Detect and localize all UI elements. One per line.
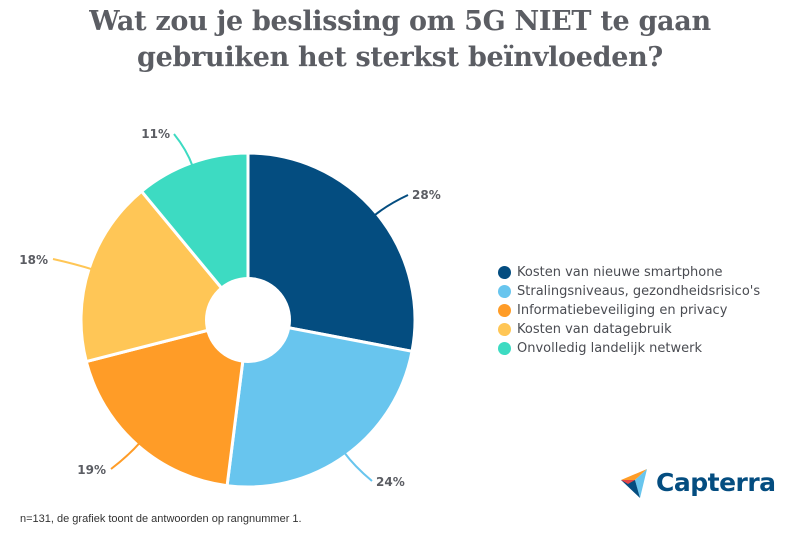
leader-line bbox=[342, 451, 373, 482]
legend-dot-icon bbox=[498, 266, 511, 279]
percentage-label: 18% bbox=[19, 253, 48, 267]
legend-label: Kosten van nieuwe smartphone bbox=[517, 265, 723, 280]
chart-title-line-2: gebruiken het sterkst beïnvloeden? bbox=[137, 42, 663, 73]
label-leader-lines bbox=[52, 133, 409, 482]
legend-label: Kosten van datagebruik bbox=[517, 322, 672, 337]
percentage-labels: 28% 24% 19% 18% 11% bbox=[19, 127, 440, 489]
legend-item[interactable]: Kosten van nieuwe smartphone bbox=[498, 263, 760, 282]
legend-dot-icon bbox=[498, 285, 511, 298]
leader-line bbox=[52, 258, 94, 271]
legend-dot-icon bbox=[498, 304, 511, 317]
donut-hole bbox=[205, 277, 291, 363]
chart-title: Wat zou je beslissing om 5G NIET te gaan… bbox=[0, 4, 800, 76]
leader-line bbox=[173, 133, 194, 167]
capterra-arrow-icon bbox=[621, 469, 647, 498]
legend-label: Informatiebeveiliging en privacy bbox=[517, 303, 728, 318]
leader-line bbox=[110, 441, 141, 470]
percentage-label: 19% bbox=[77, 463, 106, 477]
legend-item[interactable]: Onvolledig landelijk netwerk bbox=[498, 339, 760, 358]
legend: Kosten van nieuwe smartphone Stralingsni… bbox=[498, 263, 760, 358]
legend-item[interactable]: Informatiebeveiliging en privacy bbox=[498, 301, 760, 320]
legend-item[interactable]: Kosten van datagebruik bbox=[498, 320, 760, 339]
percentage-label: 24% bbox=[376, 475, 405, 489]
footnote: n=131, de grafiek toont de antwoorden op… bbox=[20, 513, 302, 525]
legend-dot-icon bbox=[498, 323, 511, 336]
leader-line bbox=[372, 194, 409, 217]
legend-item[interactable]: Stralingsniveaus, gezondheidsrisico's bbox=[498, 282, 760, 301]
legend-label: Stralingsniveaus, gezondheidsrisico's bbox=[517, 284, 761, 299]
percentage-label: 28% bbox=[412, 188, 441, 202]
percentage-label: 11% bbox=[141, 127, 170, 141]
capterra-logo-text: Capterra bbox=[656, 467, 776, 497]
capterra-logo: Capterra bbox=[620, 466, 776, 498]
legend-label: Onvolledig landelijk netwerk bbox=[517, 341, 702, 356]
chart-title-line-1: Wat zou je beslissing om 5G NIET te gaan bbox=[89, 6, 711, 37]
legend-dot-icon bbox=[498, 342, 511, 355]
